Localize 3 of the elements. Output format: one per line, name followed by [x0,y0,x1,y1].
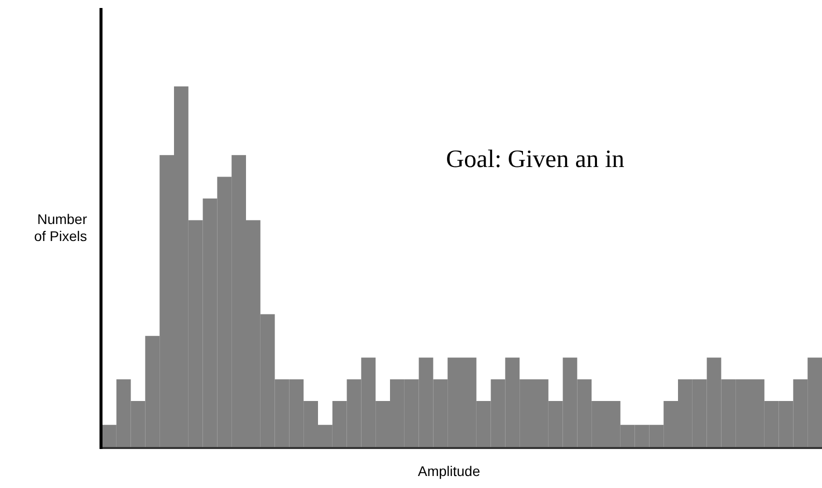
annotation: Goal: Given an in [446,146,625,173]
x-axis-title: Amplitude [418,463,480,479]
y-axis-title: Number of Pixels [34,211,88,244]
